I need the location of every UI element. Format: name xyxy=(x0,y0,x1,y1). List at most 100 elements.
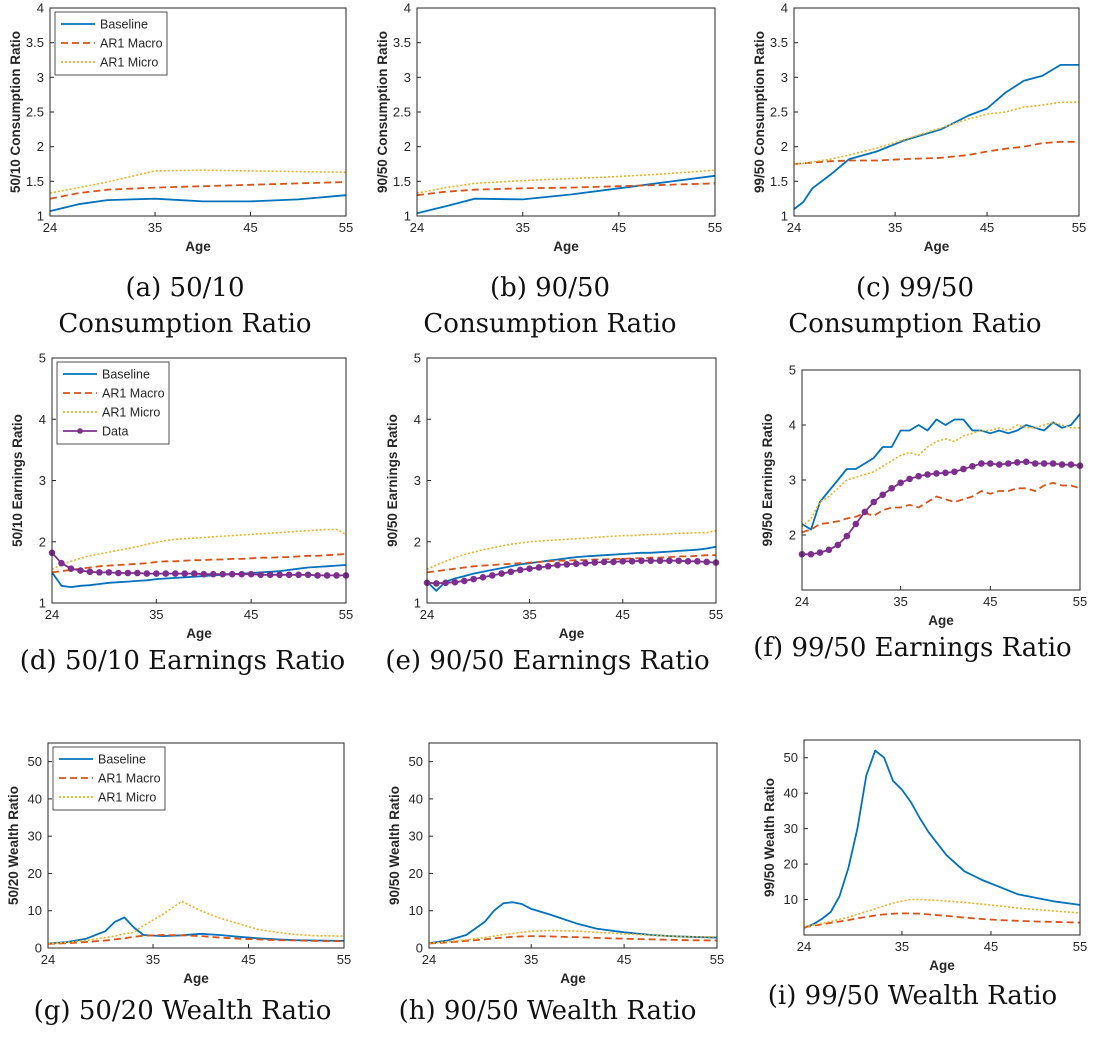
x-tick-label: 55 xyxy=(1073,594,1087,609)
y-tick-label: 5 xyxy=(39,351,46,366)
data-point xyxy=(582,559,589,567)
axes-box xyxy=(793,7,1080,217)
caption-e: (e) 90/50 Earnings Ratio xyxy=(385,646,710,676)
data-point xyxy=(58,559,65,567)
data-point xyxy=(228,570,236,578)
y-tick-label: 50 xyxy=(409,754,423,769)
panel-f: 2 3 4 5 24 35 45 55 Age 99/50 Earnings Ratio (f) … xyxy=(730,350,1095,700)
y-tick-label: 1 xyxy=(781,209,788,224)
x-tick-label: 55 xyxy=(339,607,353,622)
data-point xyxy=(498,570,505,577)
data-point xyxy=(978,460,985,467)
data-point xyxy=(1022,458,1030,466)
y-tick-label: 1.5 xyxy=(26,174,44,189)
chart-h: 0 10 20 30 40 50 24 35 45 55 Age 90/50 Wealth Ratio xyxy=(387,742,724,986)
y-tick-label: 40 xyxy=(28,791,42,806)
y-tick-label: 20 xyxy=(409,866,423,881)
data-point xyxy=(572,560,580,568)
x-tick-label: 45 xyxy=(984,939,998,954)
data-point xyxy=(77,567,84,574)
series-ar1-macro xyxy=(51,553,347,574)
x-tick-label: 35 xyxy=(148,220,162,235)
x-tick-label: 35 xyxy=(516,220,530,235)
series-ar1-macro xyxy=(416,182,716,197)
data-point xyxy=(852,520,860,528)
data-point xyxy=(942,469,949,477)
y-tick-label: 2.5 xyxy=(393,105,411,120)
data-point xyxy=(535,564,543,571)
data-point xyxy=(684,558,692,565)
x-tick-label: 24 xyxy=(787,220,801,235)
caption-c: (c) 99/50 Consumption Ratio xyxy=(788,273,1042,339)
data-point xyxy=(1031,460,1039,467)
y-tick-label: 30 xyxy=(784,821,798,836)
data-point xyxy=(951,468,958,476)
series-ar1-macro xyxy=(428,935,718,945)
x-axis-label: Age xyxy=(183,971,209,986)
x-tick-label: 45 xyxy=(616,607,630,622)
chart-a: 1 1.5 2 2.5 3 3.5 4 24 35 45 55 Age 50/10 Consumptio… xyxy=(8,1,353,255)
x-tick-label: 55 xyxy=(337,952,351,967)
data-point xyxy=(870,498,878,506)
y-tick-label: 10 xyxy=(28,903,42,918)
data-point xyxy=(257,571,264,579)
x-tick-label: 24 xyxy=(420,607,434,622)
axes-box xyxy=(426,357,717,604)
data-point xyxy=(906,475,913,483)
data-point xyxy=(96,569,103,576)
y-tick-label: 2 xyxy=(789,528,796,543)
data-point xyxy=(460,577,468,585)
data-point xyxy=(694,558,701,565)
data-point xyxy=(1067,461,1075,468)
y-tick-label: 4 xyxy=(781,1,788,16)
panel-g: 0 10 20 30 40 50 24 35 45 55 Age 50/20 Wealth Ratio… xyxy=(0,700,365,1050)
y-tick-label: 2.5 xyxy=(26,105,44,120)
data-point xyxy=(451,578,459,586)
y-tick-label: 2 xyxy=(414,534,421,549)
data-point xyxy=(171,570,179,577)
data-point xyxy=(304,571,312,579)
data-point xyxy=(969,462,976,470)
series-baseline xyxy=(416,174,716,215)
x-tick-label: 24 xyxy=(43,220,57,235)
y-axis-label: 90/50 Consumption Ratio xyxy=(375,31,390,193)
data-point xyxy=(86,568,94,576)
data-point xyxy=(115,569,122,577)
series-ar1-micro xyxy=(803,898,1081,928)
series-ar1-macro xyxy=(426,554,716,574)
data-point xyxy=(1040,460,1048,467)
y-axis-label: 90/50 Earnings Ratio xyxy=(385,414,400,547)
panel-c: 1 1.5 2 2.5 3 3.5 4 24 35 45 55 Age 99/50 Consumptio… xyxy=(730,0,1095,350)
y-tick-label: 50 xyxy=(28,754,42,769)
data-point xyxy=(488,572,496,579)
panel-e: 1 2 3 4 5 24 35 45 55 Age 90/50 Earnings Ratio (e)… xyxy=(365,350,730,700)
legend-label: AR1 Micro xyxy=(100,56,158,70)
y-tick-label: 40 xyxy=(784,786,798,801)
plot-area xyxy=(804,740,1080,935)
x-tick-label: 45 xyxy=(243,220,257,235)
y-tick-label: 4 xyxy=(414,412,421,427)
x-tick-label: 35 xyxy=(522,607,536,622)
y-tick-label: 10 xyxy=(409,903,423,918)
y-tick-label: 3 xyxy=(789,473,796,488)
y-tick-label: 2 xyxy=(37,139,44,154)
chart-c: 1 1.5 2 2.5 3 3.5 4 24 35 45 55 Age 99/50 Consumptio… xyxy=(752,1,1086,255)
data-point xyxy=(924,471,931,478)
data-point xyxy=(666,557,673,565)
data-point xyxy=(915,472,922,480)
series-ar1-micro xyxy=(793,101,1079,165)
y-tick-label: 4 xyxy=(39,412,46,427)
x-axis-label: Age xyxy=(928,613,954,628)
series-ar1-macro xyxy=(801,481,1081,534)
panel-i: 10 20 30 40 50 24 35 45 55 Age 99/50 Wealth Ratio … xyxy=(730,700,1095,1050)
legend-label: AR1 Micro xyxy=(98,791,156,805)
y-tick-label: 30 xyxy=(409,829,423,844)
series-ar1-macro xyxy=(803,912,1081,929)
plot-area xyxy=(802,370,1080,590)
x-axis-label: Age xyxy=(553,239,579,254)
data-point xyxy=(888,484,895,492)
data-point xyxy=(1013,459,1021,466)
y-tick-label: 2 xyxy=(39,534,46,549)
x-tick-label: 35 xyxy=(524,952,538,967)
